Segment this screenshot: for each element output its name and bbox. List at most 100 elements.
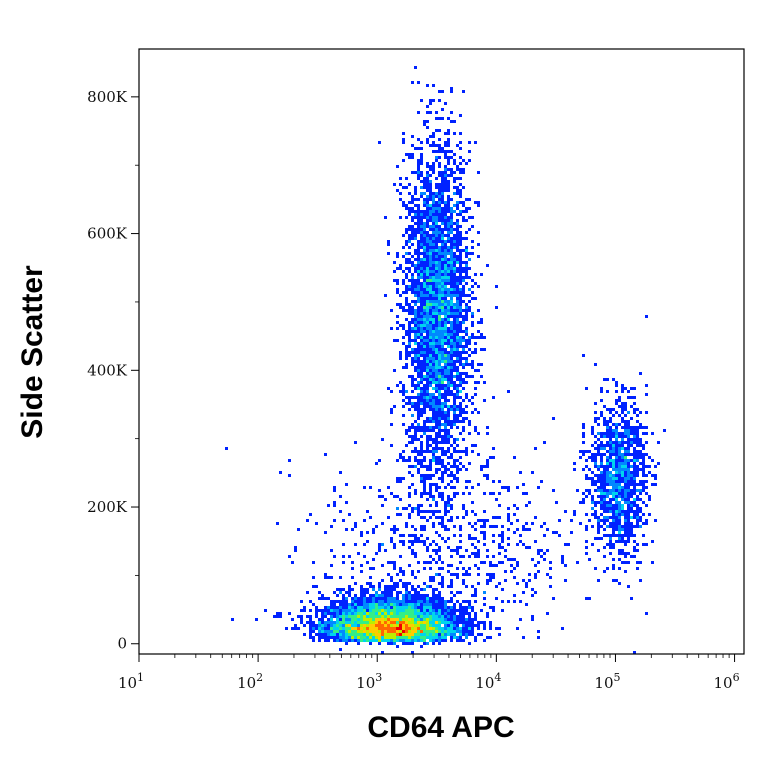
density-dot bbox=[495, 585, 498, 588]
density-dot bbox=[501, 546, 504, 549]
density-dot bbox=[471, 312, 474, 315]
density-dot bbox=[456, 405, 459, 408]
density-dot bbox=[429, 249, 432, 252]
density-dot bbox=[435, 324, 438, 327]
density-dot bbox=[459, 546, 462, 549]
density-dot bbox=[438, 624, 441, 627]
density-dot bbox=[486, 573, 489, 576]
density-dot bbox=[438, 495, 441, 498]
density-dot bbox=[630, 480, 633, 483]
density-dot bbox=[417, 612, 420, 615]
density-dot bbox=[450, 471, 453, 474]
density-dot bbox=[609, 459, 612, 462]
density-dot bbox=[630, 504, 633, 507]
density-dot bbox=[387, 486, 390, 489]
density-dot bbox=[450, 390, 453, 393]
density-dot bbox=[417, 402, 420, 405]
density-dot bbox=[633, 453, 636, 456]
density-dot bbox=[594, 363, 597, 366]
density-dot bbox=[408, 402, 411, 405]
density-dot bbox=[432, 429, 435, 432]
density-dot bbox=[435, 543, 438, 546]
density-dot bbox=[429, 204, 432, 207]
density-dot bbox=[537, 630, 540, 633]
density-dot bbox=[426, 621, 429, 624]
density-dot bbox=[378, 588, 381, 591]
density-dot bbox=[444, 312, 447, 315]
density-dot bbox=[438, 255, 441, 258]
density-dot bbox=[420, 540, 423, 543]
density-dot bbox=[633, 483, 636, 486]
density-dot bbox=[474, 591, 477, 594]
density-dot bbox=[642, 543, 645, 546]
density-dot bbox=[429, 189, 432, 192]
density-dot bbox=[432, 246, 435, 249]
density-dot bbox=[399, 555, 402, 558]
density-dot bbox=[471, 525, 474, 528]
density-dot bbox=[465, 219, 468, 222]
density-dot bbox=[642, 471, 645, 474]
density-dot bbox=[603, 420, 606, 423]
density-dot bbox=[474, 429, 477, 432]
density-dot bbox=[450, 258, 453, 261]
density-dot bbox=[465, 267, 468, 270]
density-dot bbox=[450, 360, 453, 363]
density-dot bbox=[453, 279, 456, 282]
density-dot bbox=[438, 387, 441, 390]
density-dot bbox=[432, 357, 435, 360]
density-dot bbox=[630, 477, 633, 480]
density-dot bbox=[453, 120, 456, 123]
density-dot bbox=[438, 591, 441, 594]
density-dot bbox=[600, 474, 603, 477]
density-dot bbox=[339, 627, 342, 630]
density-dot bbox=[336, 609, 339, 612]
density-dot bbox=[417, 585, 420, 588]
density-dot bbox=[423, 351, 426, 354]
density-dot bbox=[426, 318, 429, 321]
density-dot bbox=[645, 480, 648, 483]
density-dot bbox=[339, 588, 342, 591]
density-dot bbox=[447, 378, 450, 381]
density-dot bbox=[420, 228, 423, 231]
density-dot bbox=[633, 402, 636, 405]
density-dot bbox=[438, 195, 441, 198]
density-dot bbox=[414, 591, 417, 594]
density-dot bbox=[462, 210, 465, 213]
density-dot bbox=[357, 609, 360, 612]
density-dot bbox=[459, 528, 462, 531]
density-dot bbox=[423, 339, 426, 342]
density-dot bbox=[405, 585, 408, 588]
density-dot bbox=[468, 537, 471, 540]
density-dot bbox=[642, 522, 645, 525]
density-dot bbox=[318, 636, 321, 639]
density-dot bbox=[324, 609, 327, 612]
density-dot bbox=[459, 540, 462, 543]
density-dot bbox=[375, 612, 378, 615]
density-dot bbox=[597, 465, 600, 468]
density-dot bbox=[453, 360, 456, 363]
density-dot bbox=[399, 615, 402, 618]
density-dot bbox=[435, 552, 438, 555]
density-dot bbox=[612, 447, 615, 450]
density-dot bbox=[432, 342, 435, 345]
density-dot bbox=[345, 483, 348, 486]
density-dot bbox=[618, 582, 621, 585]
density-dot bbox=[477, 285, 480, 288]
density-dot bbox=[360, 618, 363, 621]
density-dot bbox=[402, 621, 405, 624]
density-dot bbox=[414, 447, 417, 450]
density-dot bbox=[333, 591, 336, 594]
density-dot bbox=[456, 192, 459, 195]
density-dot bbox=[399, 267, 402, 270]
density-dot bbox=[417, 165, 420, 168]
density-dot bbox=[393, 543, 396, 546]
density-dot bbox=[420, 510, 423, 513]
density-dot bbox=[447, 450, 450, 453]
density-dot bbox=[351, 603, 354, 606]
density-dot bbox=[444, 213, 447, 216]
density-dot bbox=[408, 597, 411, 600]
density-dot bbox=[447, 330, 450, 333]
density-dot bbox=[384, 549, 387, 552]
density-dot bbox=[408, 324, 411, 327]
density-dot bbox=[456, 516, 459, 519]
